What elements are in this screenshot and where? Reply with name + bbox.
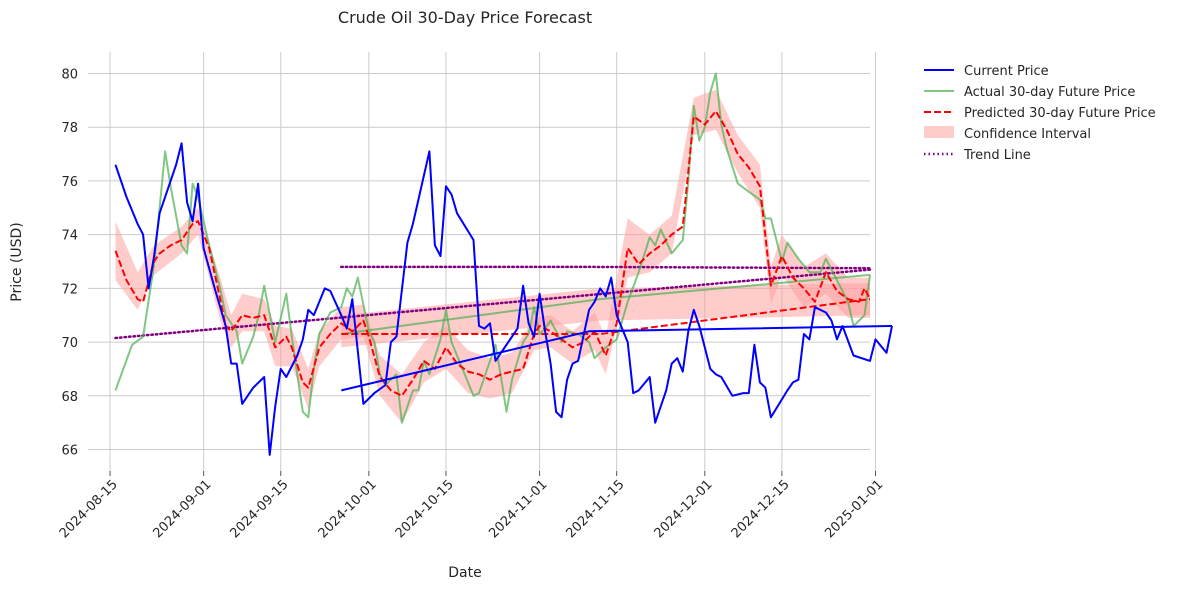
y-axis-label: Price (USD) (9, 222, 25, 301)
y-tick-label-78: 78 (61, 121, 78, 136)
confidence-interval-strip (341, 283, 870, 348)
y-axis-ticks: 66 68 70 72 74 76 78 80 (61, 67, 78, 458)
legend-label-current-price: Current Price (964, 64, 1049, 79)
legend: Current Price Actual 30-day Future Price… (924, 64, 1156, 163)
series-line-predicted-30-day-future-price (114, 110, 871, 397)
series-line-current-price (114, 142, 893, 456)
series-line-actual-30-day-future-price (114, 72, 871, 424)
series-lines (114, 72, 893, 456)
y-tick-label-68: 68 (61, 390, 78, 405)
y-tick-label-66: 66 (61, 444, 78, 459)
legend-label-predicted-future-price: Predicted 30-day Future Price (964, 106, 1156, 121)
confidence-interval-area (115, 89, 870, 423)
y-tick-label-74: 74 (61, 229, 78, 244)
series-line-trend-line (114, 268, 872, 340)
series-line-connector-5 (341, 325, 893, 392)
confidence-interval-band (115, 89, 870, 423)
series-line-connector-7 (341, 298, 871, 335)
y-tick-label-76: 76 (61, 175, 78, 190)
y-tick-label-70: 70 (61, 336, 78, 351)
series-line-connector-6 (341, 273, 871, 335)
legend-label-actual-future-price: Actual 30-day Future Price (964, 85, 1135, 100)
legend-swatch-confidence-interval (924, 126, 954, 138)
chart-title: Crude Oil 30-Day Price Forecast (338, 8, 592, 27)
x-axis-label: Date (448, 565, 481, 581)
legend-label-trend-line: Trend Line (963, 148, 1031, 163)
y-tick-label-80: 80 (61, 67, 78, 82)
legend-label-confidence-interval: Confidence Interval (964, 127, 1091, 142)
y-tick-label-72: 72 (61, 282, 78, 297)
series-line-connector-4 (340, 265, 872, 270)
